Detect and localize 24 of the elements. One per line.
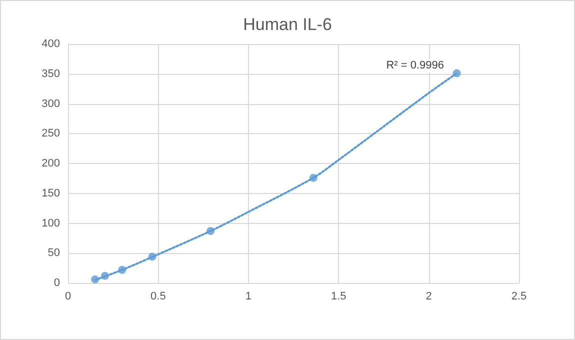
x-tick-label: 0	[64, 290, 72, 302]
point	[91, 275, 100, 284]
chart-title: Human IL-6	[243, 15, 332, 34]
y-tick-label: 150	[42, 187, 60, 200]
y-tick-label: 200	[42, 158, 60, 170]
annotation: R² = 0.9996	[386, 60, 444, 72]
y-tick-label: 250	[42, 128, 60, 140]
point	[148, 252, 156, 261]
x-tick-label: 0.5	[150, 290, 166, 302]
y-tick-label: 100	[42, 217, 60, 230]
x-tick-label: 1	[245, 290, 252, 302]
point	[206, 227, 215, 236]
y-tick-label: 300	[42, 98, 60, 110]
point	[118, 266, 126, 274]
y-tick-label: 0	[54, 277, 60, 289]
y-tick-label: 50	[48, 247, 60, 260]
x-tick-label: 2	[426, 290, 432, 302]
point	[452, 69, 461, 78]
x-tick-label: 2.5	[511, 290, 527, 302]
point	[309, 174, 318, 182]
point	[100, 272, 109, 280]
x-tick-label: 1.5	[330, 290, 346, 302]
y-tick-label: 350	[42, 68, 60, 80]
y-tick-label: 400	[42, 38, 60, 50]
